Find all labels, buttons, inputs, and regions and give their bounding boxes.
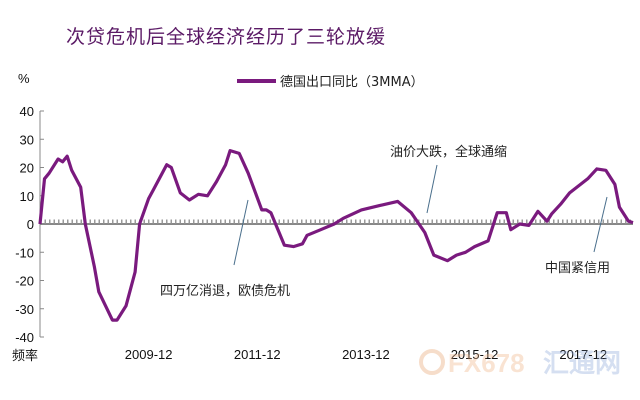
x-tick-label: 2013-12 — [342, 347, 390, 362]
y-tick-label: 40 — [20, 104, 34, 119]
legend-label: 德国出口同比（3MMA） — [280, 75, 424, 90]
y-tick-label: -20 — [15, 274, 34, 289]
y-tick-label: -30 — [15, 302, 34, 317]
annotation-leader-line — [426, 164, 438, 214]
y-tick-label: 10 — [20, 189, 34, 204]
y-tick-label: 20 — [20, 161, 34, 176]
x-axis-label: 频率 — [12, 348, 38, 363]
x-tick-label: 2011-12 — [234, 347, 281, 362]
annotation-leader-line — [233, 199, 249, 266]
y-tick-label: -40 — [15, 330, 34, 345]
x-tick-label: 2015-12 — [451, 347, 499, 362]
y-tick-label: 30 — [20, 132, 34, 147]
series-line — [38, 149, 634, 322]
legend: 德国出口同比（3MMA） — [237, 75, 424, 90]
annotation-label: 中国紧信用 — [545, 261, 610, 276]
annotation-label: 四万亿消退，欧债危机 — [160, 284, 290, 299]
annotation-label: 油价大跌，全球通缩 — [390, 144, 507, 160]
chart-title: 次贷危机后全球经济经历了三轮放缓 — [66, 26, 387, 48]
y-tick-label: -10 — [15, 245, 34, 260]
x-tick-label: 2017-12 — [559, 347, 607, 362]
svg-text:FX678: FX678 — [448, 348, 525, 378]
y-axis-label: % — [18, 71, 30, 86]
x-tick-label: 2009-12 — [125, 347, 173, 362]
watermark-logo: FX678 汇通网 — [419, 348, 621, 379]
svg-text:汇通网: 汇通网 — [543, 349, 621, 379]
annotation-leader-line — [593, 196, 608, 253]
y-tick-label: 0 — [27, 217, 34, 232]
